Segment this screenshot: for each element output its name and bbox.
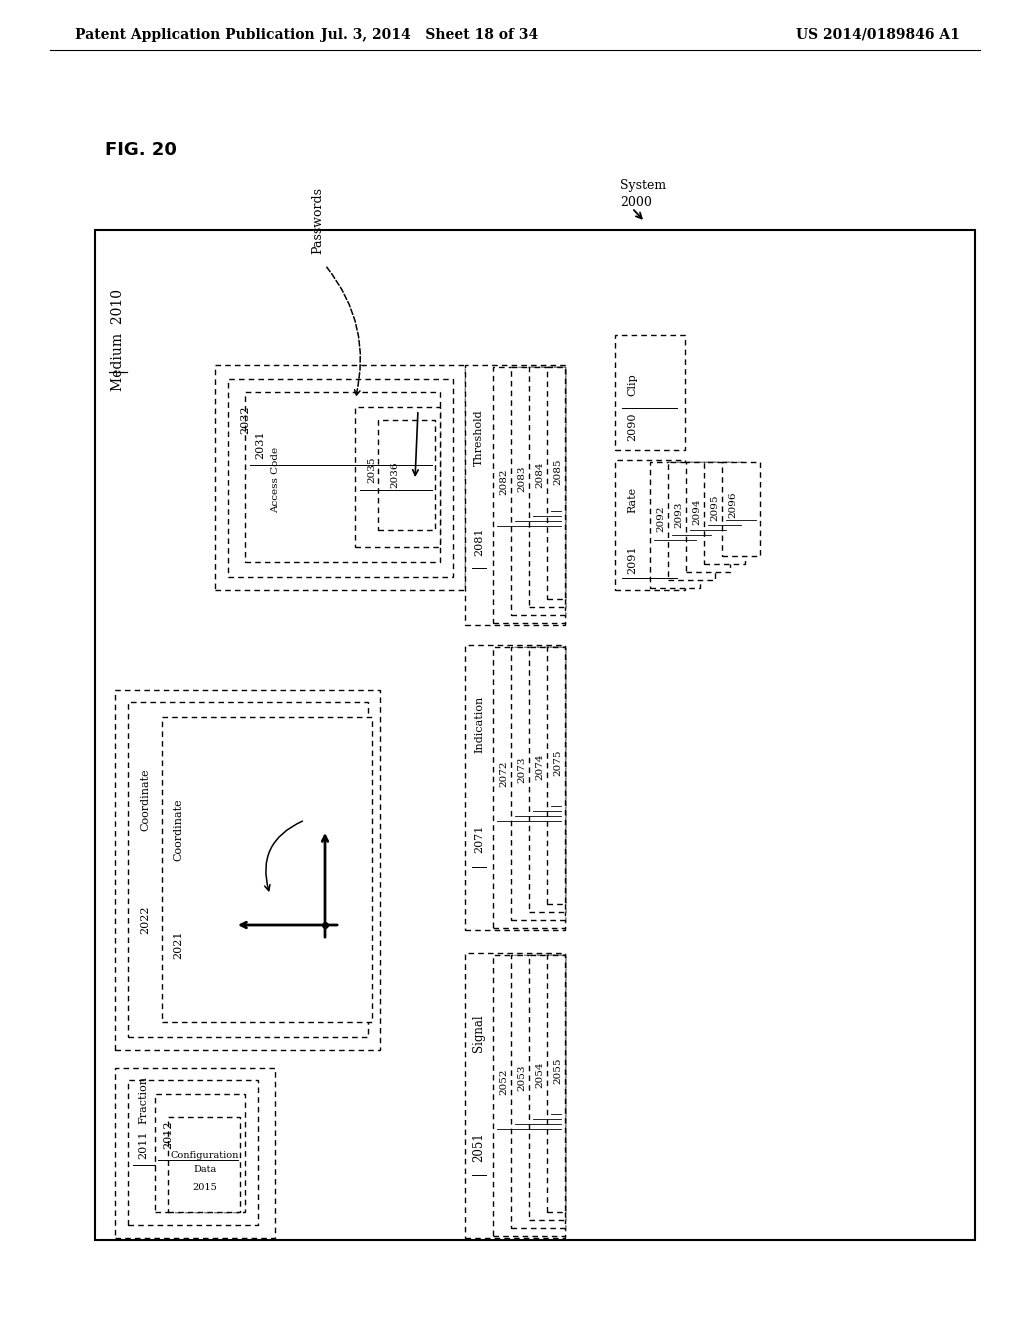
Text: Indication: Indication bbox=[474, 696, 484, 754]
Text: Data: Data bbox=[194, 1166, 217, 1175]
Text: 2074: 2074 bbox=[536, 752, 545, 780]
Bar bbox=[355, 407, 440, 546]
Text: 2091: 2091 bbox=[627, 545, 637, 574]
Text: Jul. 3, 2014   Sheet 18 of 34: Jul. 3, 2014 Sheet 18 of 34 bbox=[322, 28, 539, 42]
Bar bbox=[615, 335, 685, 450]
Bar bbox=[155, 1094, 245, 1212]
Bar bbox=[128, 1080, 258, 1225]
Text: 2096: 2096 bbox=[728, 491, 737, 517]
Bar bbox=[465, 645, 565, 931]
Text: 2012: 2012 bbox=[163, 1121, 173, 1150]
Text: 2082: 2082 bbox=[500, 469, 509, 495]
Bar bbox=[547, 954, 565, 1212]
Bar bbox=[705, 462, 745, 564]
Bar bbox=[511, 647, 565, 920]
Text: 2054: 2054 bbox=[536, 1061, 545, 1088]
Text: 2053: 2053 bbox=[517, 1065, 526, 1092]
Text: 2075: 2075 bbox=[554, 750, 562, 776]
Bar bbox=[245, 392, 440, 562]
Text: 2090: 2090 bbox=[627, 413, 637, 441]
Text: 2052: 2052 bbox=[500, 1068, 509, 1094]
Text: System: System bbox=[620, 178, 667, 191]
Text: Signal: Signal bbox=[472, 1014, 485, 1052]
Bar bbox=[465, 366, 565, 624]
Text: Passwords: Passwords bbox=[311, 186, 325, 253]
Text: 2071: 2071 bbox=[474, 825, 484, 853]
Text: FIG. 20: FIG. 20 bbox=[105, 141, 177, 158]
Bar bbox=[215, 366, 465, 590]
Text: 2000: 2000 bbox=[620, 195, 652, 209]
Text: 2092: 2092 bbox=[656, 506, 666, 532]
Text: 2072: 2072 bbox=[500, 760, 509, 787]
Bar bbox=[529, 647, 565, 912]
Text: 2036: 2036 bbox=[390, 462, 399, 488]
Text: Configuration: Configuration bbox=[171, 1151, 240, 1159]
Text: 2083: 2083 bbox=[517, 466, 526, 492]
Text: 2055: 2055 bbox=[554, 1057, 562, 1084]
Text: Fraction: Fraction bbox=[138, 1076, 148, 1125]
Bar bbox=[115, 1068, 275, 1238]
Text: 2021: 2021 bbox=[173, 931, 183, 960]
Bar bbox=[493, 367, 565, 623]
Text: 2073: 2073 bbox=[517, 756, 526, 783]
Text: Threshold: Threshold bbox=[474, 409, 484, 466]
Text: 2093: 2093 bbox=[675, 502, 683, 528]
Text: Coordinate: Coordinate bbox=[140, 768, 150, 832]
Text: 2051: 2051 bbox=[472, 1133, 485, 1162]
Text: 2015: 2015 bbox=[193, 1183, 217, 1192]
Text: 2095: 2095 bbox=[711, 495, 720, 521]
Bar bbox=[615, 459, 685, 590]
Text: Clip: Clip bbox=[627, 374, 637, 396]
Bar bbox=[465, 953, 565, 1238]
Bar bbox=[128, 702, 368, 1038]
Text: 2031: 2031 bbox=[255, 430, 265, 459]
Bar bbox=[547, 367, 565, 599]
Bar bbox=[686, 462, 730, 572]
Bar bbox=[511, 367, 565, 615]
Bar bbox=[115, 690, 380, 1049]
Bar bbox=[378, 420, 435, 531]
Text: 2094: 2094 bbox=[692, 498, 701, 525]
Bar bbox=[722, 462, 760, 556]
Text: 2011: 2011 bbox=[138, 1131, 148, 1159]
Text: US 2014/0189846 A1: US 2014/0189846 A1 bbox=[796, 28, 961, 42]
Bar bbox=[493, 647, 565, 928]
Bar bbox=[529, 954, 565, 1220]
Bar bbox=[162, 717, 372, 1022]
Bar bbox=[493, 954, 565, 1236]
Bar bbox=[529, 367, 565, 607]
Bar bbox=[547, 647, 565, 904]
Text: 2035: 2035 bbox=[368, 457, 377, 483]
Text: Access Code: Access Code bbox=[271, 447, 281, 513]
Bar bbox=[95, 230, 975, 1239]
Text: 2084: 2084 bbox=[536, 462, 545, 488]
Text: 2022: 2022 bbox=[140, 906, 150, 935]
Bar bbox=[511, 954, 565, 1228]
Bar bbox=[228, 379, 453, 577]
Text: Medium  2010: Medium 2010 bbox=[111, 289, 125, 391]
Bar bbox=[168, 1117, 240, 1212]
Text: Coordinate: Coordinate bbox=[173, 799, 183, 862]
Bar bbox=[668, 462, 715, 579]
Text: 2085: 2085 bbox=[554, 458, 562, 484]
Text: 2081: 2081 bbox=[474, 528, 484, 556]
Bar bbox=[650, 462, 700, 587]
Text: Patent Application Publication: Patent Application Publication bbox=[75, 28, 314, 42]
Text: Rate: Rate bbox=[627, 487, 637, 513]
Text: 2032: 2032 bbox=[240, 405, 250, 434]
